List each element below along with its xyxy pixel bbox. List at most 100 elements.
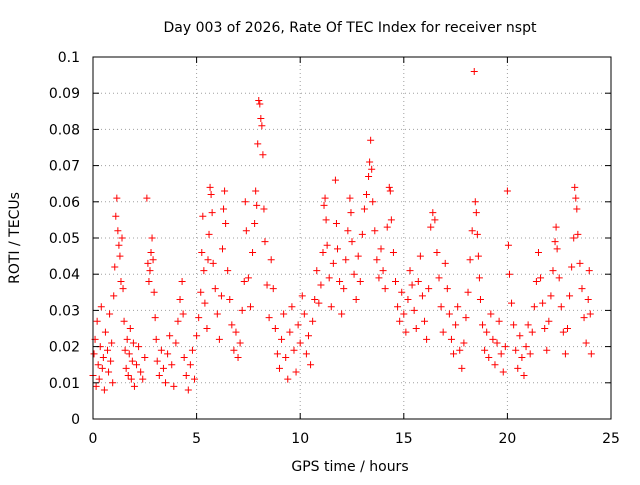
data-point bbox=[414, 277, 422, 285]
data-point bbox=[204, 256, 212, 264]
data-point bbox=[282, 353, 290, 361]
data-point bbox=[113, 194, 121, 202]
data-point bbox=[366, 158, 374, 166]
data-point bbox=[360, 205, 368, 213]
data-point bbox=[549, 267, 557, 275]
data-point bbox=[499, 368, 507, 376]
data-point bbox=[155, 372, 163, 380]
data-point bbox=[479, 321, 487, 329]
data-point bbox=[344, 227, 352, 235]
data-point bbox=[205, 230, 213, 238]
data-point bbox=[144, 259, 152, 267]
data-point bbox=[128, 357, 136, 365]
data-point bbox=[135, 343, 143, 351]
data-point bbox=[271, 325, 279, 332]
data-point bbox=[259, 151, 267, 159]
data-point bbox=[258, 122, 266, 130]
grid-layer bbox=[93, 57, 611, 419]
data-point bbox=[576, 259, 584, 267]
x-tick-label: 0 bbox=[89, 431, 98, 447]
data-point bbox=[534, 248, 542, 256]
y-tick-label: 0.1 bbox=[58, 50, 80, 66]
data-point bbox=[510, 321, 518, 329]
data-point bbox=[124, 372, 132, 380]
data-point bbox=[573, 205, 581, 213]
data-point bbox=[557, 303, 565, 311]
data-point bbox=[98, 364, 106, 372]
data-point bbox=[572, 194, 580, 202]
data-point bbox=[275, 364, 283, 372]
data-point bbox=[193, 332, 201, 340]
data-point bbox=[151, 314, 159, 322]
data-point bbox=[431, 216, 439, 224]
data-point bbox=[363, 191, 371, 199]
data-point bbox=[119, 285, 127, 293]
data-point bbox=[472, 209, 480, 217]
data-point bbox=[340, 285, 348, 293]
data-point bbox=[313, 267, 321, 275]
y-axis-label: ROTI / TECUs bbox=[7, 192, 23, 284]
data-point bbox=[122, 364, 130, 372]
data-point bbox=[127, 375, 135, 383]
data-point bbox=[561, 350, 569, 358]
data-point bbox=[396, 317, 404, 325]
data-point bbox=[94, 361, 102, 369]
data-point bbox=[234, 353, 242, 361]
data-point bbox=[236, 339, 244, 347]
data-point bbox=[104, 346, 112, 354]
data-point bbox=[323, 241, 331, 249]
data-point bbox=[404, 296, 412, 304]
data-point bbox=[445, 310, 453, 318]
data-point bbox=[474, 252, 482, 260]
data-point bbox=[385, 183, 393, 191]
data-point bbox=[429, 209, 437, 217]
data-point bbox=[454, 303, 462, 311]
data-point bbox=[447, 335, 455, 343]
data-point bbox=[578, 285, 586, 293]
data-point bbox=[559, 328, 567, 336]
data-point bbox=[504, 241, 512, 249]
data-point bbox=[290, 346, 298, 354]
data-point bbox=[143, 194, 151, 202]
data-point bbox=[452, 321, 460, 329]
data-point bbox=[348, 238, 356, 246]
data-point bbox=[508, 299, 516, 307]
data-point bbox=[387, 216, 395, 224]
data-point bbox=[368, 165, 376, 173]
data-point bbox=[188, 346, 196, 354]
data-point bbox=[118, 234, 126, 242]
data-point bbox=[92, 382, 100, 390]
data-point bbox=[241, 198, 249, 206]
x-tick-label: 15 bbox=[395, 431, 413, 447]
data-point bbox=[302, 350, 310, 358]
data-point bbox=[520, 372, 528, 380]
data-point bbox=[423, 335, 431, 343]
data-point bbox=[208, 209, 216, 217]
data-point bbox=[563, 325, 571, 332]
data-point bbox=[141, 353, 149, 361]
data-point bbox=[95, 375, 103, 383]
data-point bbox=[222, 220, 230, 228]
data-point bbox=[228, 321, 236, 329]
data-point bbox=[381, 285, 389, 293]
data-point bbox=[327, 303, 335, 311]
data-point bbox=[503, 187, 511, 195]
data-point bbox=[356, 277, 364, 285]
data-point bbox=[433, 248, 441, 256]
y-tick-label: 0.03 bbox=[49, 303, 80, 319]
data-point bbox=[162, 379, 170, 387]
data-point bbox=[475, 274, 483, 282]
data-point bbox=[150, 288, 158, 296]
data-point bbox=[319, 248, 327, 256]
data-point bbox=[317, 281, 325, 289]
data-point bbox=[108, 339, 116, 347]
data-point bbox=[172, 339, 180, 347]
data-point bbox=[545, 317, 553, 325]
data-point bbox=[179, 310, 187, 318]
data-point bbox=[468, 227, 476, 235]
data-point bbox=[585, 267, 593, 275]
y-tick-label: 0.07 bbox=[49, 159, 80, 175]
data-point bbox=[421, 317, 429, 325]
data-point bbox=[147, 248, 155, 256]
data-point bbox=[311, 296, 319, 304]
